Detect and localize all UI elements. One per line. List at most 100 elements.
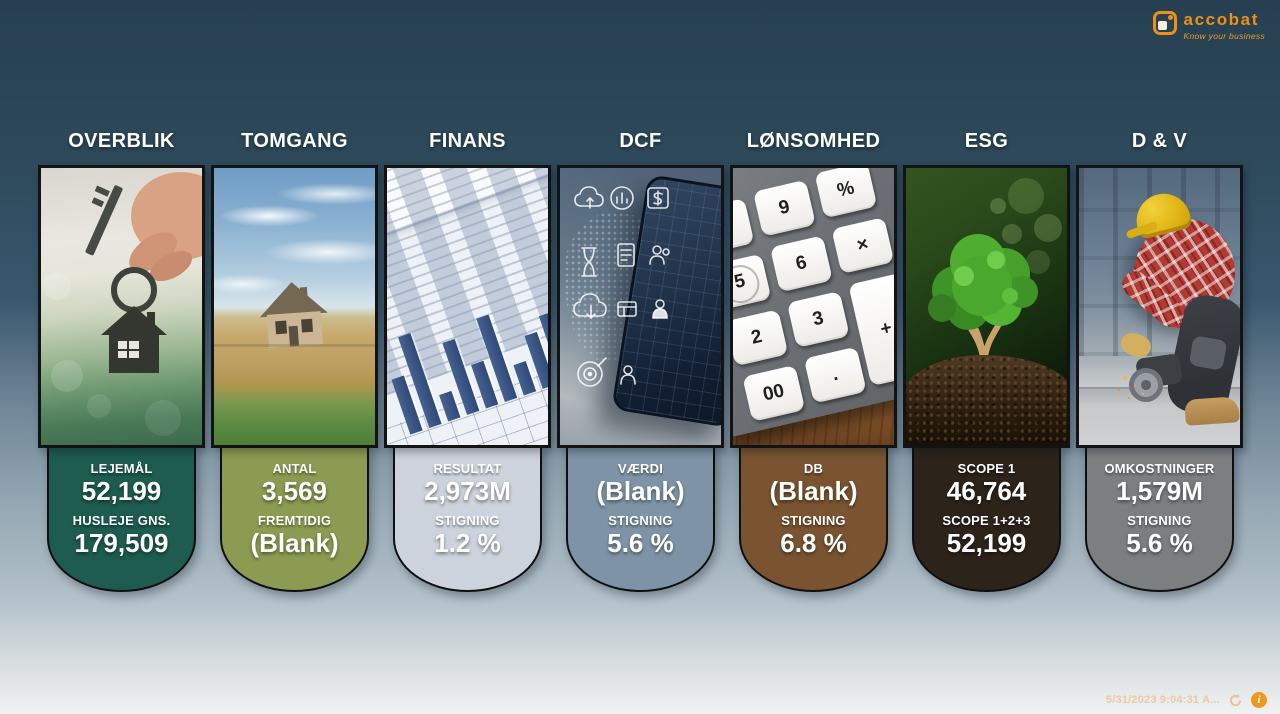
card-title: OVERBLIK bbox=[68, 130, 175, 152]
card-title: DCF bbox=[619, 130, 662, 152]
stat-value: 52,199 bbox=[81, 476, 162, 506]
tree-seedling-photo[interactable] bbox=[903, 165, 1070, 448]
chart-icon bbox=[610, 186, 634, 210]
stat-label: SCOPE 1 bbox=[957, 461, 1016, 476]
stat-label: STIGNING bbox=[608, 513, 673, 529]
stat-label: FREMTIDIG bbox=[257, 513, 332, 529]
brand-logo: accobat Know your business bbox=[1152, 11, 1265, 41]
stat-panel-finans: RESULTAT 2,973M STIGNING 1.2 % bbox=[393, 444, 542, 592]
accobat-logo-icon bbox=[1152, 11, 1177, 35]
stat-value: 6.8 % bbox=[780, 528, 847, 559]
construction-worker-photo[interactable] bbox=[1076, 165, 1243, 448]
calculator-key: 2 bbox=[733, 309, 789, 367]
stat-panel-loensomhed: DB (Blank) STIGNING 6.8 % bbox=[739, 444, 888, 592]
keyring-icon bbox=[111, 267, 157, 313]
stat-value: 46,764 bbox=[946, 476, 1027, 506]
house-charm-icon bbox=[101, 306, 167, 373]
farm-house-illustration bbox=[214, 282, 375, 348]
calculator-key: % bbox=[814, 168, 878, 219]
stat-value: 1,579M bbox=[1116, 476, 1203, 506]
work-boot bbox=[1184, 396, 1240, 426]
card-title: D & V bbox=[1131, 130, 1188, 152]
calculator-key: 8 bbox=[733, 198, 755, 256]
cloud-upload-icon bbox=[574, 186, 604, 209]
stat-label: VÆRDI bbox=[617, 461, 664, 476]
stat-label: ANTAL bbox=[272, 461, 317, 476]
stat-value: (Blank) bbox=[250, 528, 339, 559]
calculator-photo[interactable]: 8 9 % 5 6 × 2 3 + 00 . bbox=[730, 165, 897, 448]
last-refresh-timestamp: 5/31/2023 9:04:31 A... bbox=[1105, 694, 1220, 706]
card-loensomhed[interactable]: LØNSOMHED 8 9 % 5 6 × 2 3 + 00 . D bbox=[730, 128, 897, 592]
calculator-key: 00 bbox=[742, 364, 806, 422]
stat-value: (Blank) bbox=[769, 476, 858, 506]
stat-panel-dv: OMKOSTNINGER 1,579M STIGNING 5.6 % bbox=[1085, 444, 1234, 592]
refresh-icon[interactable] bbox=[1228, 693, 1243, 708]
smartphone-analytics-photo[interactable] bbox=[557, 165, 724, 448]
stat-value: 5.6 % bbox=[607, 528, 674, 559]
hourglass-icon bbox=[581, 247, 597, 277]
card-dv[interactable]: D & V OMKOSTNINGER 1,579M STIGNING bbox=[1076, 128, 1243, 592]
stat-panel-overblik: LEJEMÅL 52,199 HUSLEJE GNS. 179,509 bbox=[47, 444, 196, 592]
stat-label: LEJEMÅL bbox=[90, 461, 153, 476]
calculator-body: 8 9 % 5 6 × 2 3 + 00 . bbox=[733, 168, 894, 437]
cloud-download-icon bbox=[573, 293, 607, 320]
footer-status-bar: 5/31/2023 9:04:31 A... i bbox=[1106, 692, 1267, 708]
calculator-key: 5 bbox=[733, 253, 772, 311]
stat-label: DB bbox=[803, 461, 824, 476]
stat-value: 5.6 % bbox=[1126, 528, 1193, 559]
document-icon bbox=[617, 243, 635, 267]
stat-label: STIGNING bbox=[1127, 513, 1192, 529]
target-icon bbox=[577, 357, 607, 387]
stat-label: RESULTAT bbox=[433, 461, 502, 476]
stat-label: SCOPE 1+2+3 bbox=[942, 513, 1031, 529]
abandoned-house-photo[interactable] bbox=[211, 165, 378, 448]
calculator-key: 3 bbox=[786, 290, 850, 348]
nav-cards-row: OVERBLIK bbox=[38, 128, 1243, 592]
dollar-icon bbox=[647, 187, 669, 209]
calculator-key: 9 bbox=[752, 179, 816, 237]
tree-canopy-icon bbox=[928, 234, 1038, 330]
person-icon bbox=[652, 299, 668, 319]
key-hand-illustration bbox=[43, 172, 202, 436]
calculator-key: × bbox=[831, 217, 894, 275]
stat-panel-esg: SCOPE 1 46,764 SCOPE 1+2+3 52,199 bbox=[912, 444, 1061, 592]
knee-pad bbox=[1188, 335, 1228, 371]
hand-icon bbox=[129, 172, 202, 282]
logo-text-block: accobat Know your business bbox=[1184, 11, 1265, 41]
card-title: FINANS bbox=[429, 130, 506, 152]
grinder-disc bbox=[1129, 368, 1163, 402]
stat-value: 52,199 bbox=[946, 528, 1027, 559]
window-icon bbox=[617, 301, 637, 317]
stat-value: (Blank) bbox=[596, 476, 685, 506]
brand-tagline: Know your business bbox=[1183, 31, 1265, 41]
card-overblik[interactable]: OVERBLIK bbox=[38, 128, 205, 592]
card-title: TOMGANG bbox=[241, 130, 348, 152]
stat-value: 1.2 % bbox=[434, 528, 501, 559]
calculator-key: . bbox=[803, 346, 867, 404]
brand-name: accobat bbox=[1183, 10, 1259, 29]
calculator-key: 6 bbox=[769, 235, 833, 293]
info-button[interactable]: i bbox=[1251, 692, 1267, 708]
financial-report-photo[interactable] bbox=[384, 165, 551, 448]
card-title: ESG bbox=[964, 130, 1009, 152]
sparks bbox=[1123, 376, 1127, 380]
stat-label: STIGNING bbox=[781, 513, 846, 529]
key-icon bbox=[85, 185, 123, 256]
stat-panel-dcf: VÆRDI (Blank) STIGNING 5.6 % bbox=[566, 444, 715, 592]
tree-illustration bbox=[928, 178, 1062, 369]
analytics-person-icon bbox=[620, 365, 636, 385]
stat-value: 2,973M bbox=[424, 476, 511, 506]
card-finans[interactable]: FINANS RESULTAT 2,973M STIGNING 1.2 % bbox=[384, 128, 551, 592]
stat-label: STIGNING bbox=[435, 513, 500, 529]
stat-value: 3,569 bbox=[261, 476, 328, 506]
house-key-photo[interactable] bbox=[38, 165, 205, 448]
soil-mound bbox=[906, 355, 1067, 445]
card-tomgang[interactable]: TOMGANG ANTAL 3,569 FREMTI bbox=[211, 128, 378, 592]
stat-value: 179,509 bbox=[74, 528, 169, 559]
stat-label: HUSLEJE GNS. bbox=[72, 513, 171, 529]
card-dcf[interactable]: DCF bbox=[557, 128, 724, 592]
floating-icons-illustration bbox=[573, 186, 670, 387]
card-esg[interactable]: ESG bbox=[903, 128, 1070, 592]
stat-panel-tomgang: ANTAL 3,569 FREMTIDIG (Blank) bbox=[220, 444, 369, 592]
